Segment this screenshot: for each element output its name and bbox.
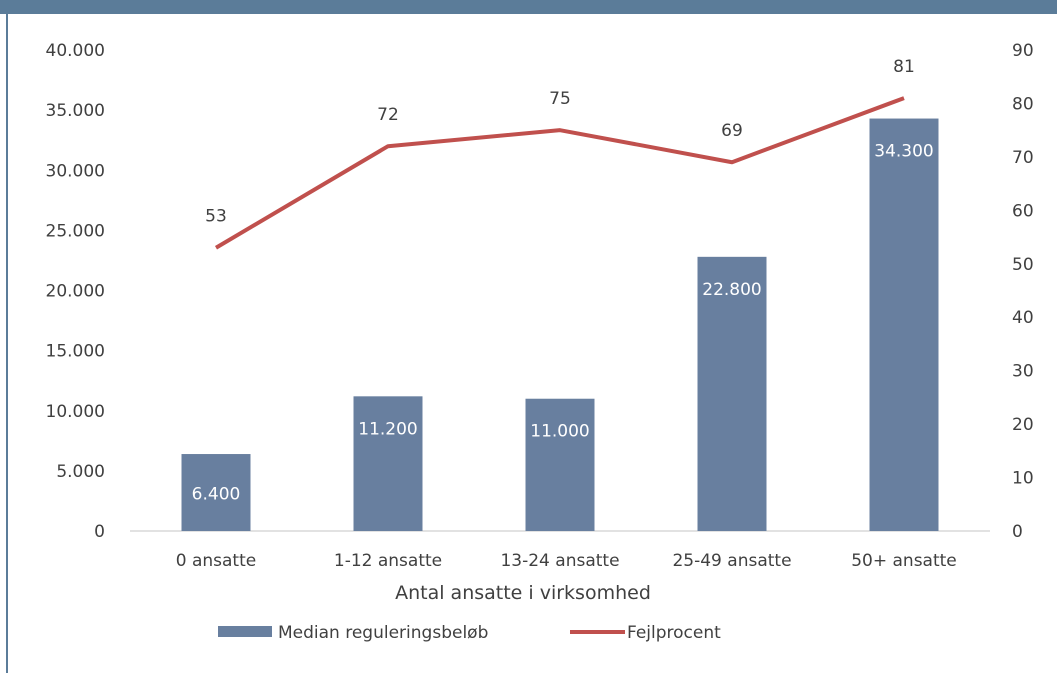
line-series xyxy=(214,96,905,250)
y-tick-label: 0 xyxy=(94,522,105,542)
bar-series xyxy=(181,118,939,531)
y2-tick-label: 90 xyxy=(1012,41,1034,61)
bar xyxy=(869,118,939,531)
bar-value-label: 6.400 xyxy=(192,485,241,505)
legend-bar-swatch xyxy=(218,626,272,637)
line-value-label: 69 xyxy=(721,121,743,141)
right-axis-ticks: 0 10 20 30 40 50 60 70 80 90 xyxy=(1012,41,1034,542)
y2-tick-label: 80 xyxy=(1012,94,1034,114)
left-axis-ticks: 0 5.000 10.000 15.000 20.000 25.000 30.000 35.0… xyxy=(46,41,105,542)
y-tick-label: 40.000 xyxy=(46,41,105,61)
y-tick-label: 25.000 xyxy=(46,221,105,241)
y-tick-label: 20.000 xyxy=(46,282,105,302)
y-tick-label: 15.000 xyxy=(46,342,105,362)
line-path xyxy=(214,96,905,250)
left-border xyxy=(6,14,8,673)
category-label: 0 ansatte xyxy=(176,551,256,571)
legend: Median reguleringsbeløb Fejlprocent xyxy=(218,623,721,643)
legend-line-label: Fejlprocent xyxy=(627,623,721,643)
bar-value-label: 11.200 xyxy=(358,419,417,439)
line-data-labels: 53 72 75 69 81 xyxy=(205,57,915,227)
line-value-label: 72 xyxy=(377,105,399,125)
y-tick-label: 10.000 xyxy=(46,402,105,422)
bar-data-labels: 6.400 11.200 11.000 22.800 34.300 xyxy=(192,142,934,505)
category-label: 25-49 ansatte xyxy=(672,551,791,571)
category-labels: 0 ansatte 1-12 ansatte 13-24 ansatte 25-49 … xyxy=(176,551,957,571)
y2-tick-label: 30 xyxy=(1012,362,1034,382)
bar xyxy=(525,398,595,531)
y2-tick-label: 40 xyxy=(1012,308,1034,328)
y-tick-label: 35.000 xyxy=(46,101,105,121)
y2-tick-label: 10 xyxy=(1012,469,1034,489)
bar xyxy=(697,256,767,531)
category-label: 50+ ansatte xyxy=(851,551,957,571)
x-axis-title: Antal ansatte i virksomhed xyxy=(395,582,651,604)
category-label: 1-12 ansatte xyxy=(334,551,442,571)
y2-tick-label: 0 xyxy=(1012,522,1023,542)
y2-tick-label: 70 xyxy=(1012,148,1034,168)
category-label: 13-24 ansatte xyxy=(500,551,619,571)
bar xyxy=(353,396,423,531)
legend-bar-label: Median reguleringsbeløb xyxy=(278,623,488,643)
bar-value-label: 34.300 xyxy=(874,142,933,162)
line-value-label: 81 xyxy=(893,57,915,77)
line-value-label: 53 xyxy=(205,207,227,227)
bar-value-label: 22.800 xyxy=(702,280,761,300)
y2-tick-label: 20 xyxy=(1012,415,1034,435)
y2-tick-label: 60 xyxy=(1012,201,1034,221)
bar-value-label: 11.000 xyxy=(530,422,589,442)
y-tick-label: 30.000 xyxy=(46,161,105,181)
y-tick-label: 5.000 xyxy=(56,462,105,482)
header-bar xyxy=(0,0,1057,14)
line-value-label: 75 xyxy=(549,89,571,109)
bar xyxy=(181,454,251,531)
y2-tick-label: 50 xyxy=(1012,255,1034,275)
